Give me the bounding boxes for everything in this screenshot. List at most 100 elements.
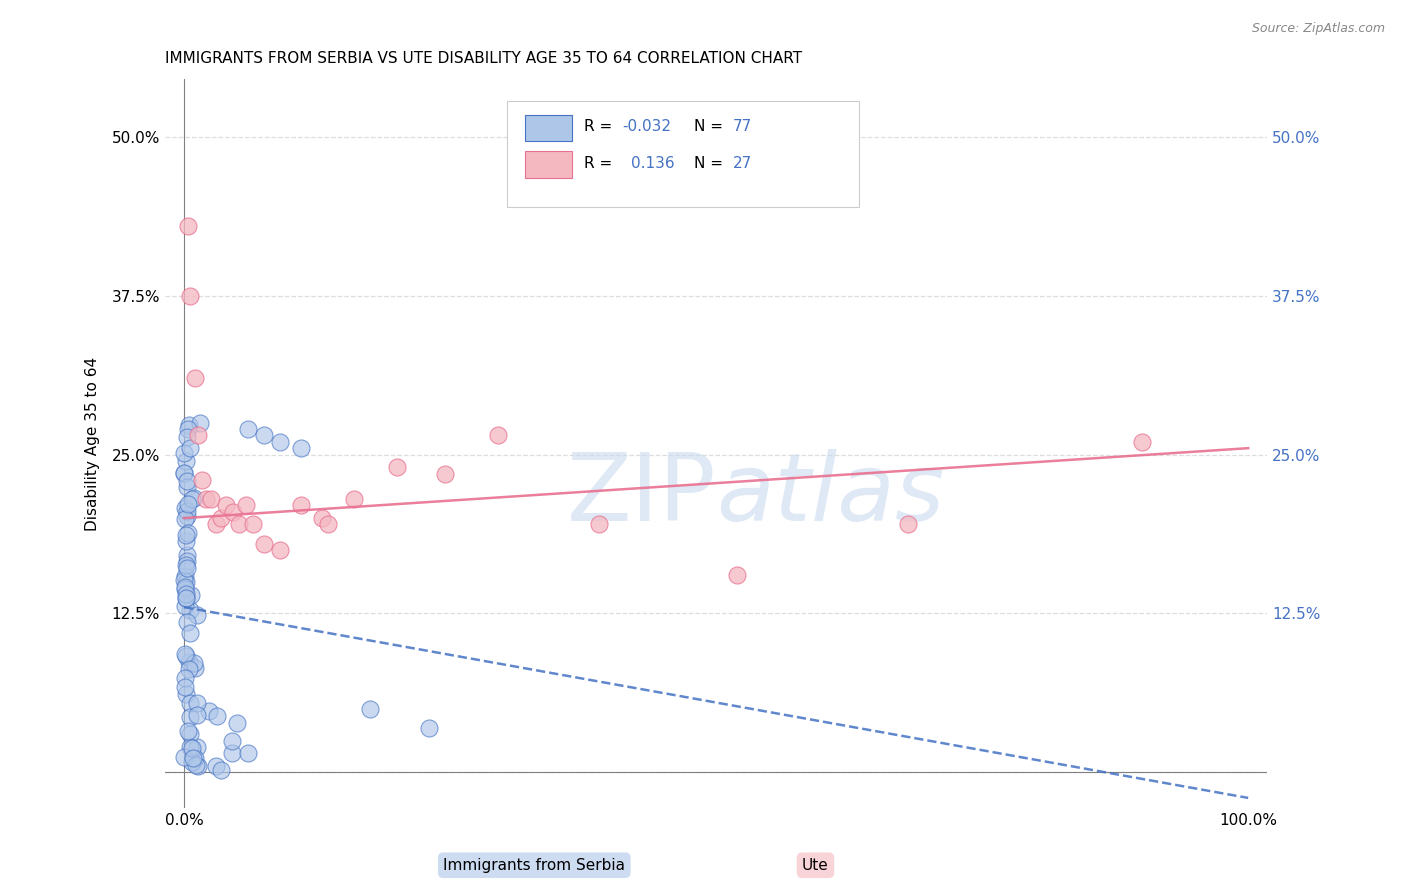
Point bbox=[226, 715, 249, 730]
Point bbox=[183, 656, 205, 670]
Text: atlas: atlas bbox=[716, 450, 945, 541]
Point bbox=[174, 599, 197, 613]
Point bbox=[176, 454, 198, 468]
Point bbox=[236, 422, 259, 436]
Point bbox=[176, 430, 198, 444]
Point bbox=[588, 517, 610, 532]
Point bbox=[179, 709, 201, 723]
Point bbox=[173, 446, 195, 460]
Point bbox=[209, 511, 232, 525]
Point bbox=[290, 441, 312, 455]
Bar bbox=[526, 152, 572, 178]
Point bbox=[186, 707, 208, 722]
Point bbox=[174, 533, 197, 548]
Point bbox=[200, 491, 222, 506]
Point bbox=[176, 615, 198, 629]
Point bbox=[186, 758, 208, 772]
Text: 27: 27 bbox=[733, 155, 752, 170]
Text: IMMIGRANTS FROM SERBIA VS UTE DISABILITY AGE 35 TO 64 CORRELATION CHART: IMMIGRANTS FROM SERBIA VS UTE DISABILITY… bbox=[165, 51, 801, 66]
Point bbox=[725, 568, 748, 582]
Point bbox=[183, 751, 205, 765]
Bar bbox=[526, 115, 572, 141]
Point bbox=[177, 497, 200, 511]
Point bbox=[180, 491, 202, 506]
Point bbox=[221, 733, 243, 747]
Point bbox=[188, 417, 211, 431]
Point bbox=[176, 549, 198, 563]
Point bbox=[179, 740, 201, 755]
Point bbox=[174, 648, 197, 663]
Point bbox=[184, 661, 207, 675]
Point bbox=[187, 428, 209, 442]
Point bbox=[177, 219, 200, 233]
Point bbox=[385, 460, 408, 475]
Point bbox=[418, 721, 440, 735]
Text: Ute: Ute bbox=[801, 858, 830, 872]
Point bbox=[176, 525, 198, 540]
Point bbox=[183, 371, 205, 385]
Point bbox=[176, 474, 198, 488]
Point bbox=[209, 763, 232, 777]
Point bbox=[311, 511, 333, 525]
Point bbox=[179, 696, 201, 710]
Point bbox=[228, 517, 250, 532]
Point bbox=[180, 588, 202, 602]
Point bbox=[176, 480, 198, 494]
Point bbox=[177, 655, 200, 669]
Point bbox=[205, 759, 228, 773]
Text: -0.032: -0.032 bbox=[623, 120, 671, 134]
Point bbox=[174, 591, 197, 606]
Point bbox=[174, 500, 197, 515]
Point bbox=[242, 517, 264, 532]
Text: ZIP: ZIP bbox=[567, 449, 716, 541]
FancyBboxPatch shape bbox=[506, 101, 859, 207]
Point bbox=[183, 491, 205, 505]
Point bbox=[174, 671, 197, 685]
Point bbox=[269, 434, 291, 449]
Point bbox=[222, 505, 245, 519]
Point bbox=[290, 499, 312, 513]
Point bbox=[176, 575, 198, 590]
Point bbox=[236, 747, 259, 761]
Point bbox=[174, 582, 197, 597]
Point bbox=[198, 704, 221, 718]
Point bbox=[179, 288, 201, 302]
Point bbox=[191, 473, 214, 487]
Text: N =: N = bbox=[695, 120, 728, 134]
Point bbox=[186, 739, 208, 754]
Point bbox=[186, 608, 208, 623]
Point bbox=[215, 499, 238, 513]
Point bbox=[174, 569, 197, 583]
Text: Immigrants from Serbia: Immigrants from Serbia bbox=[443, 858, 626, 872]
Point bbox=[183, 750, 205, 764]
Text: N =: N = bbox=[695, 155, 728, 170]
Point bbox=[486, 428, 509, 442]
Point bbox=[173, 467, 195, 481]
Point bbox=[173, 573, 195, 587]
Point bbox=[176, 554, 198, 568]
Text: R =: R = bbox=[583, 155, 617, 170]
Point bbox=[176, 561, 198, 575]
Point bbox=[316, 517, 339, 532]
Point bbox=[235, 499, 257, 513]
Point bbox=[179, 603, 201, 617]
Point bbox=[174, 558, 197, 573]
Point bbox=[205, 517, 228, 532]
Point bbox=[253, 536, 276, 550]
Point bbox=[179, 442, 201, 456]
Point bbox=[221, 746, 243, 760]
Point bbox=[176, 503, 198, 517]
Point bbox=[174, 528, 197, 542]
Point bbox=[173, 466, 195, 480]
Point bbox=[179, 727, 201, 741]
Point bbox=[180, 756, 202, 770]
Point bbox=[176, 508, 198, 523]
Y-axis label: Disability Age 35 to 64: Disability Age 35 to 64 bbox=[86, 357, 100, 531]
Point bbox=[205, 709, 228, 723]
Point bbox=[269, 542, 291, 557]
Point bbox=[179, 418, 201, 433]
Point bbox=[174, 512, 197, 526]
Point bbox=[343, 491, 366, 506]
Point bbox=[433, 467, 456, 481]
Point bbox=[177, 724, 200, 739]
